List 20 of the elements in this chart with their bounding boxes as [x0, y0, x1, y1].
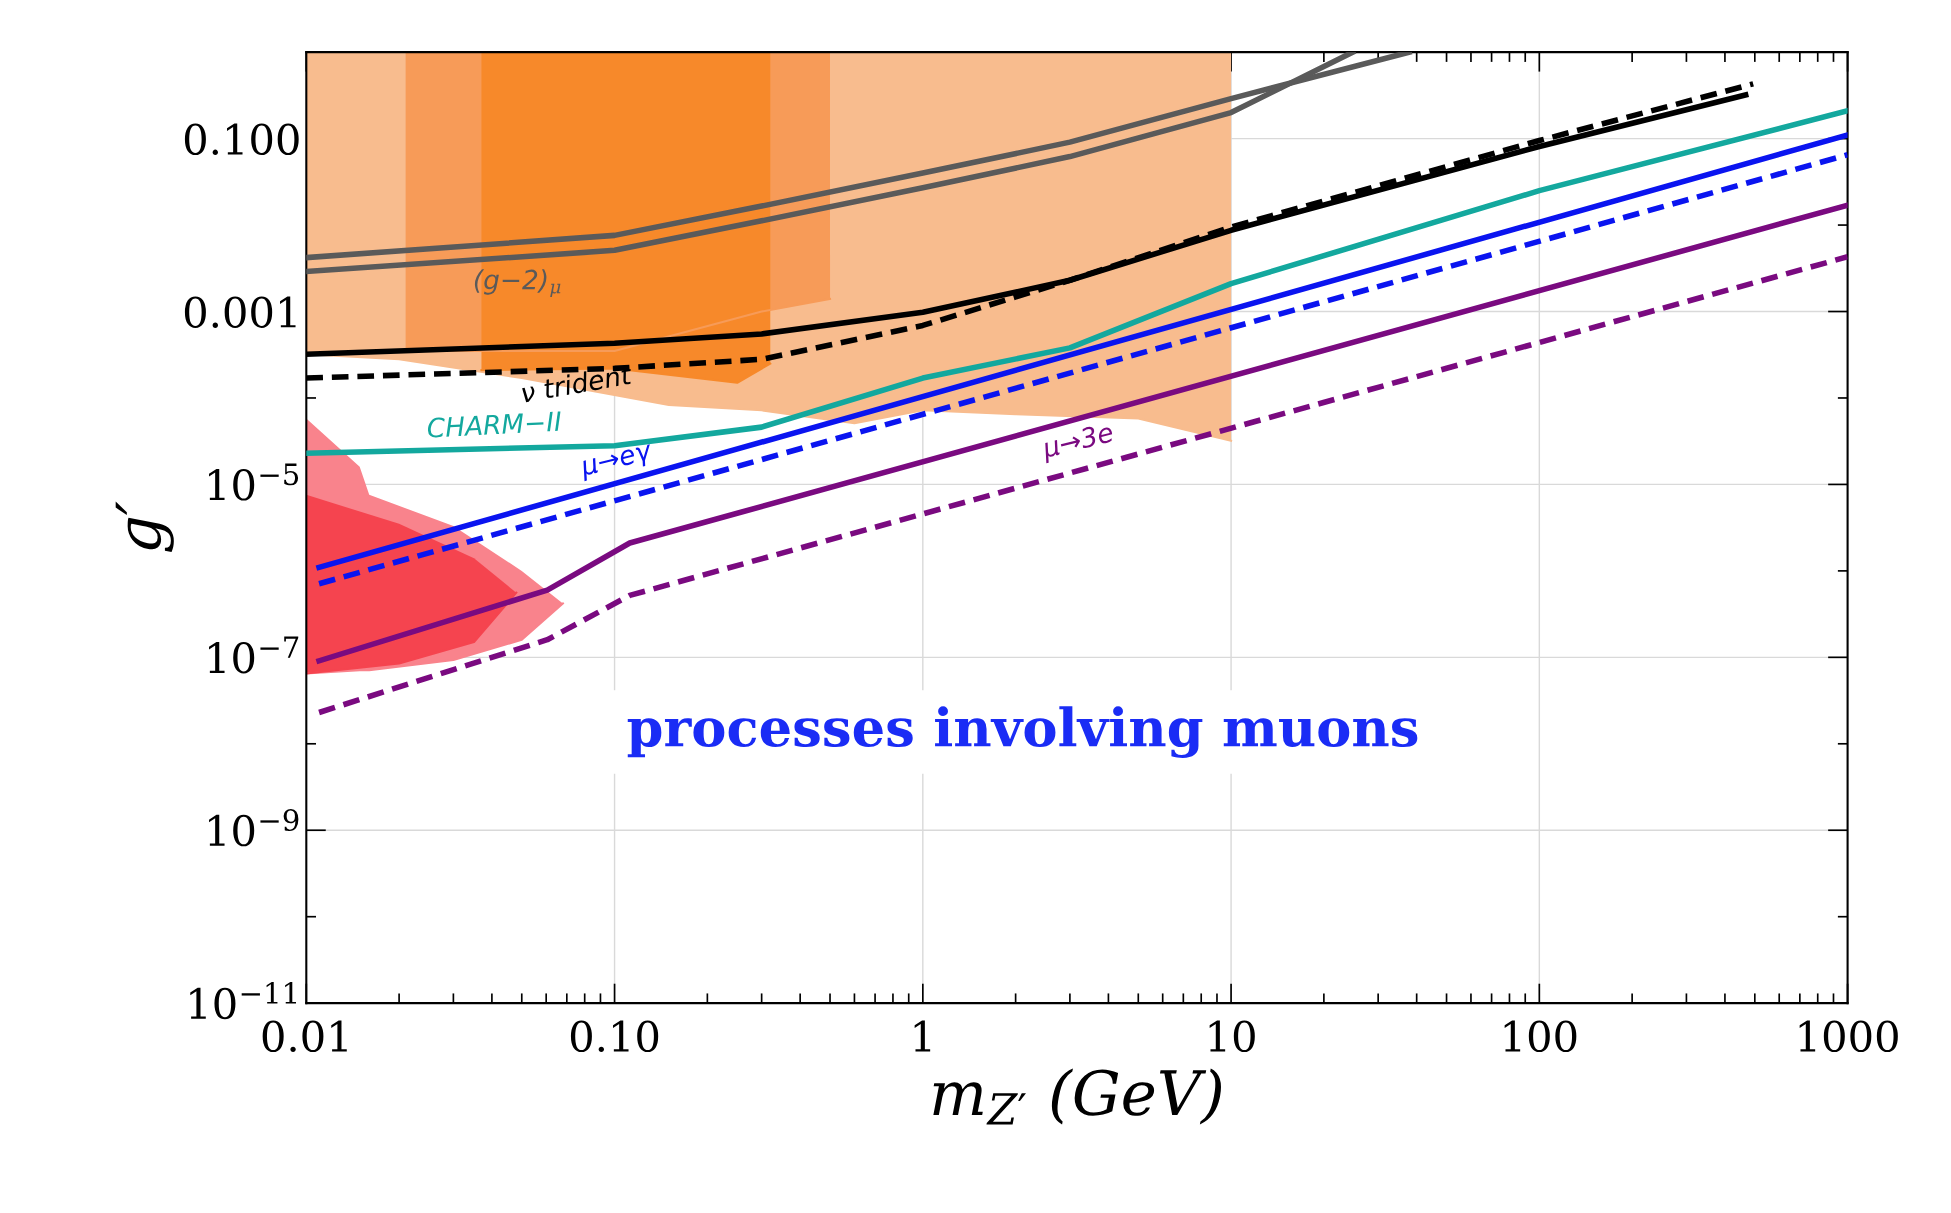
x-tick-label: 1000 [1799, 1020, 1898, 1053]
text: ν trident [521, 363, 634, 403]
x-tick-label: 100 [1504, 1020, 1577, 1053]
annotation: processes involving muons [627, 706, 1418, 759]
series-label: (g−2)$_{μ}$ [474, 269, 561, 298]
x-tick-label: 0.10 [570, 1020, 659, 1053]
y-tick-label: 0.100 [184, 123, 299, 156]
y-tick-label: 10$^{−11}$ [190, 981, 296, 1020]
x-tick-label: 1 [914, 1020, 931, 1052]
text: μ→eγ [579, 444, 655, 482]
y-axis-title: g′ [115, 501, 174, 552]
x-tick-label: 10 [1209, 1020, 1255, 1053]
text: μ→3e [1040, 421, 1116, 464]
series-label: CHARM−II [427, 411, 562, 438]
y-tick-label: 10$^{−9}$ [209, 808, 299, 847]
y-tick-label: 10$^{−5}$ [209, 463, 299, 501]
y-tick-label: 0.001 [184, 296, 296, 328]
x-axis-title: m$_{Z′}$ (GeV) [933, 1068, 1221, 1125]
y-tick-label: 10$^{−7}$ [209, 636, 299, 674]
x-tick-label: 0.01 [262, 1020, 347, 1053]
